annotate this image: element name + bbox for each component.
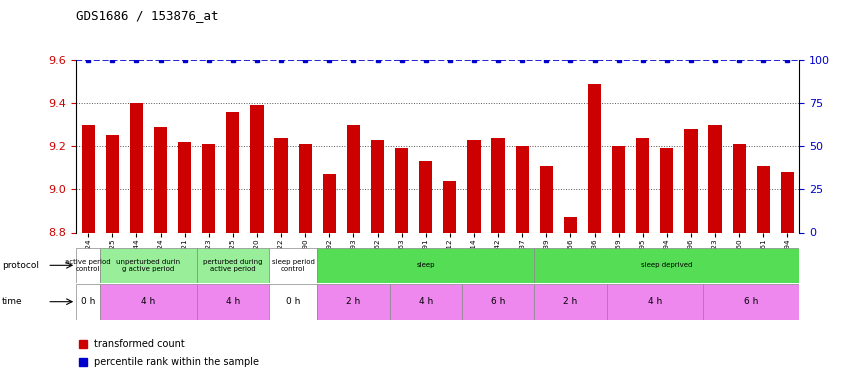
Text: protocol: protocol xyxy=(2,261,39,270)
Bar xyxy=(492,138,505,232)
Bar xyxy=(563,217,577,232)
Bar xyxy=(106,135,119,232)
Bar xyxy=(347,124,360,232)
Text: perturbed during
active period: perturbed during active period xyxy=(203,259,262,272)
Bar xyxy=(535,248,799,283)
Bar xyxy=(299,144,312,232)
Bar xyxy=(76,248,100,283)
Bar xyxy=(636,138,650,232)
Bar xyxy=(684,129,698,232)
Bar xyxy=(196,248,269,283)
Bar xyxy=(196,284,269,320)
Bar xyxy=(515,146,529,232)
Text: 4 h: 4 h xyxy=(141,297,156,306)
Bar xyxy=(317,248,535,283)
Bar xyxy=(395,148,409,232)
Text: unperturbed durin
g active period: unperturbed durin g active period xyxy=(117,259,180,272)
Text: 0 h: 0 h xyxy=(81,297,96,306)
Text: 2 h: 2 h xyxy=(563,297,578,306)
Bar xyxy=(226,112,239,232)
Bar xyxy=(322,174,336,232)
Text: sleep: sleep xyxy=(416,262,435,268)
Bar xyxy=(81,124,95,232)
Bar xyxy=(781,172,794,232)
Bar xyxy=(535,284,607,320)
Bar xyxy=(462,284,535,320)
Bar xyxy=(129,103,143,232)
Text: 4 h: 4 h xyxy=(226,297,240,306)
Bar xyxy=(250,105,264,232)
Bar xyxy=(100,248,196,283)
Text: active period
control: active period control xyxy=(65,259,111,272)
Text: 4 h: 4 h xyxy=(419,297,433,306)
Bar xyxy=(419,161,432,232)
Bar xyxy=(756,166,770,232)
Bar xyxy=(733,144,746,232)
Text: transformed count: transformed count xyxy=(94,339,185,349)
Bar xyxy=(708,124,722,232)
Bar xyxy=(540,166,553,232)
Bar xyxy=(100,284,196,320)
Bar xyxy=(274,138,288,232)
Text: GDS1686 / 153876_at: GDS1686 / 153876_at xyxy=(76,9,218,22)
Bar xyxy=(371,140,384,232)
Bar xyxy=(202,144,216,232)
Bar xyxy=(154,127,168,232)
Bar xyxy=(703,284,799,320)
Bar xyxy=(467,140,481,232)
Bar xyxy=(660,148,673,232)
Bar xyxy=(178,142,191,232)
Text: 6 h: 6 h xyxy=(744,297,758,306)
Bar xyxy=(317,284,389,320)
Bar xyxy=(588,84,602,232)
Text: percentile rank within the sample: percentile rank within the sample xyxy=(94,357,259,367)
Bar xyxy=(269,284,317,320)
Text: 6 h: 6 h xyxy=(491,297,505,306)
Bar xyxy=(443,181,457,232)
Bar xyxy=(269,248,317,283)
Bar xyxy=(76,284,100,320)
Text: time: time xyxy=(2,297,22,306)
Text: sleep period
control: sleep period control xyxy=(272,259,315,272)
Text: 2 h: 2 h xyxy=(346,297,360,306)
Text: 0 h: 0 h xyxy=(286,297,300,306)
Bar xyxy=(389,284,462,320)
Text: sleep deprived: sleep deprived xyxy=(641,262,693,268)
Bar xyxy=(612,146,625,232)
Bar xyxy=(607,284,703,320)
Text: 4 h: 4 h xyxy=(648,297,662,306)
